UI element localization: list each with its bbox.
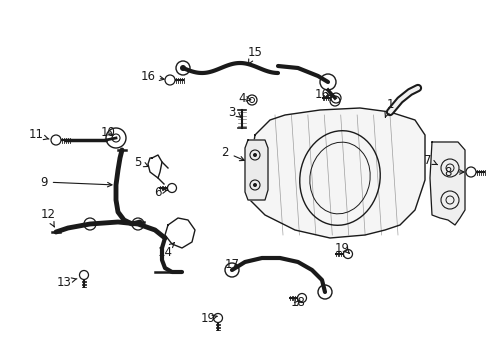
Circle shape bbox=[253, 153, 257, 157]
Text: 13: 13 bbox=[56, 275, 77, 288]
Text: 15: 15 bbox=[247, 45, 263, 64]
Circle shape bbox=[253, 183, 257, 187]
Text: 19: 19 bbox=[200, 311, 216, 324]
Text: 14: 14 bbox=[157, 243, 174, 258]
Text: 8: 8 bbox=[444, 166, 452, 179]
Text: 11: 11 bbox=[28, 129, 49, 141]
Text: 18: 18 bbox=[291, 296, 305, 309]
Polygon shape bbox=[245, 140, 268, 200]
Text: 19: 19 bbox=[335, 242, 349, 255]
Text: 7: 7 bbox=[424, 153, 437, 166]
Text: 6: 6 bbox=[154, 185, 168, 198]
Polygon shape bbox=[430, 142, 465, 225]
Text: 17: 17 bbox=[224, 258, 240, 271]
Text: 1: 1 bbox=[385, 99, 394, 117]
Text: 4: 4 bbox=[238, 91, 246, 104]
Polygon shape bbox=[248, 108, 425, 238]
Text: 2: 2 bbox=[221, 145, 245, 161]
Text: 3: 3 bbox=[228, 105, 236, 118]
Text: 10: 10 bbox=[100, 126, 116, 139]
Text: 16: 16 bbox=[315, 87, 329, 100]
Text: 16: 16 bbox=[141, 69, 155, 82]
Text: 5: 5 bbox=[134, 156, 148, 168]
Circle shape bbox=[180, 65, 186, 71]
Text: 12: 12 bbox=[41, 208, 55, 227]
Text: 9: 9 bbox=[40, 175, 112, 189]
